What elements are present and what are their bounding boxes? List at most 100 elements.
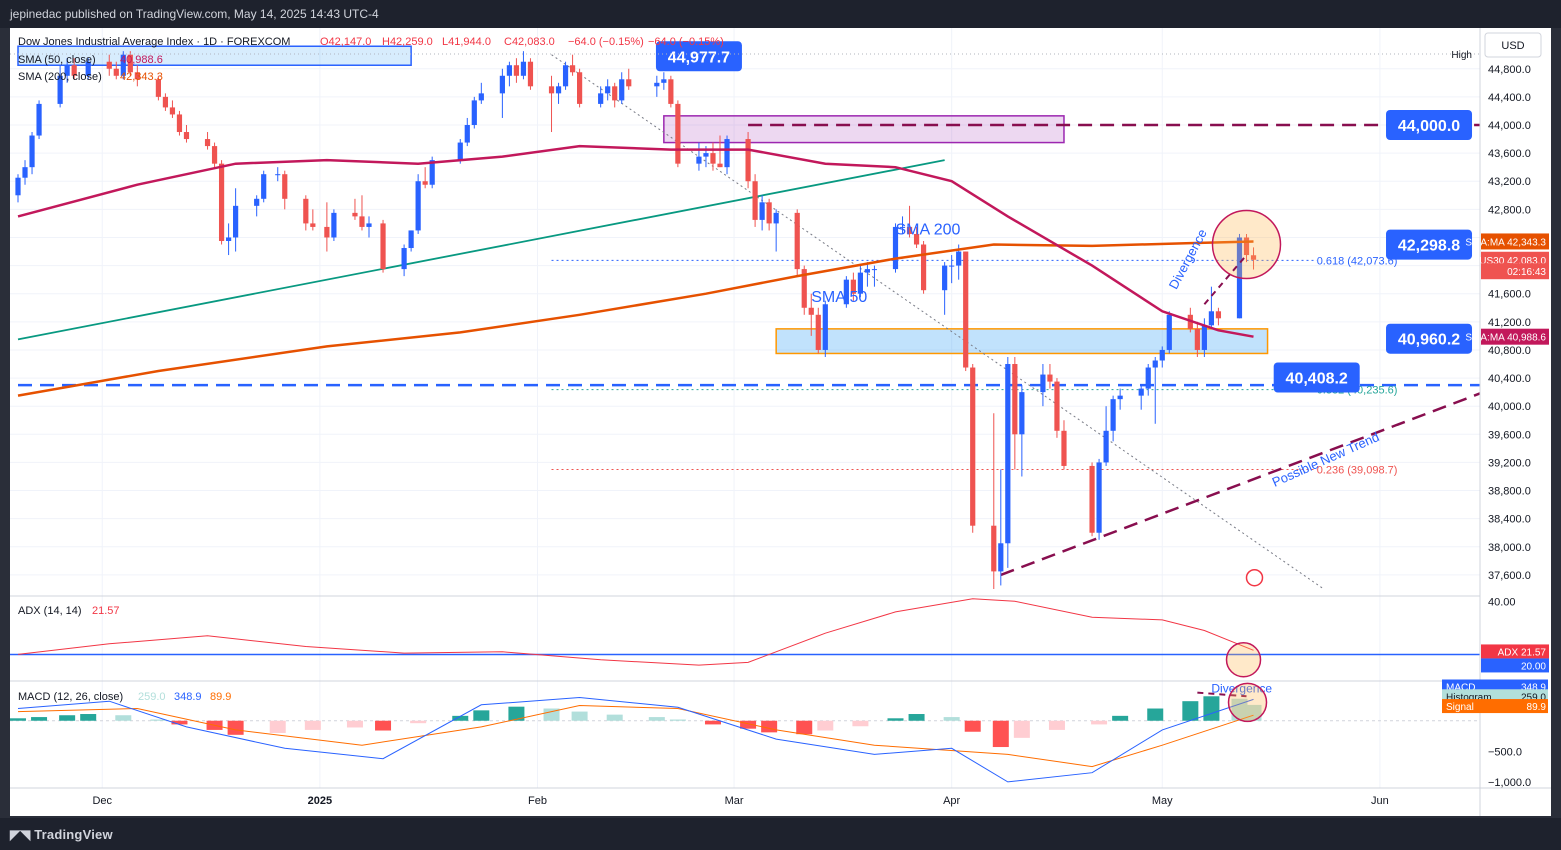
candle-body-2 — [29, 135, 35, 168]
candle-body-62 — [675, 103, 681, 164]
macd-hist-bar-13 — [410, 720, 427, 724]
sma200-text: SMA 200 — [896, 222, 961, 239]
candle-body-51 — [562, 65, 569, 87]
macd-hist-bar-17 — [543, 708, 560, 721]
legend-sma50-value: 40,988.6 — [120, 54, 163, 66]
chart-background — [10, 28, 1551, 816]
macd-legend-hist: 259.0 — [138, 691, 166, 703]
candle-body-25 — [275, 174, 281, 176]
adx-value-tag — [1481, 644, 1549, 659]
candle-body-86 — [913, 233, 920, 245]
currency-button — [1484, 32, 1542, 58]
legend-sma200-name: SMA (200, close) — [18, 71, 102, 83]
legend-layer: Dow Jones Industrial Average Index · 1D … — [18, 36, 724, 703]
macd-hist-bar-36 — [1112, 715, 1129, 721]
chart-area[interactable]: SMA 200 SMA 50 Divergence Possible New Tren… — [10, 28, 1561, 816]
macd-hist-bar-40 — [1231, 698, 1248, 721]
price-tick-8: 40,800.0 — [1488, 345, 1531, 357]
macd-hist-bar-37 — [1147, 708, 1164, 721]
macd-hist-bar-8 — [227, 720, 244, 735]
adx-legend-value: 21.57 — [92, 605, 120, 617]
macd-hist-bar-21 — [669, 719, 686, 721]
macd-tag-2 — [1442, 699, 1548, 714]
tradingview-logo: ◤◥ TradingView — [10, 827, 113, 842]
candle-body-40 — [457, 142, 463, 161]
candle-body-88 — [942, 265, 948, 291]
time-tick-1: 2025 — [308, 795, 332, 807]
candle-body-6 — [71, 65, 77, 76]
ohlc-change: −64.0 (−0.15%) — [568, 36, 644, 48]
candle-body-5 — [64, 65, 70, 76]
candle-body-26 — [282, 174, 288, 199]
candle-body-107 — [1138, 388, 1144, 396]
candle-body-87 — [920, 244, 927, 291]
candle-body-7 — [85, 61, 91, 76]
macd-hist-bar-20 — [648, 717, 665, 721]
candle-body-12 — [134, 72, 140, 80]
macd-hist-bar-4 — [115, 715, 132, 721]
candle-body-106 — [1117, 395, 1123, 400]
legend-sma200-value: 42,343.3 — [120, 71, 163, 83]
candle-body-109 — [1152, 360, 1158, 368]
highlight-circle-macd — [1227, 682, 1268, 723]
macd-tag-value-0: 348.9 — [1521, 683, 1546, 694]
macd-hist-bar-10 — [304, 720, 321, 730]
top-zone — [17, 45, 412, 66]
price-tick-18: 44,800.0 — [1488, 64, 1531, 76]
candle-body-16 — [176, 114, 183, 133]
candle-body-90 — [956, 251, 962, 266]
time-tick-2: Feb — [528, 795, 547, 807]
macd-tag-value-2: 89.9 — [1527, 702, 1547, 713]
price-tick-5: 39,600.0 — [1488, 429, 1531, 441]
candle-body-103 — [1096, 462, 1102, 533]
candle-body-102 — [1089, 465, 1095, 533]
price-tag-0 — [1481, 233, 1549, 250]
candle-body-34 — [380, 223, 386, 270]
candle-body-29 — [324, 226, 330, 238]
candle-body-105 — [1110, 399, 1116, 431]
macd-hist-bar-15 — [473, 710, 490, 721]
candle-body-115 — [1208, 311, 1214, 326]
support-zone — [775, 328, 1269, 355]
candle-body-50 — [555, 86, 562, 94]
candle-body-73 — [794, 212, 800, 270]
macd-hist-bar-25 — [796, 720, 813, 735]
candle-body-27 — [303, 198, 309, 224]
legend-sma50-name: SMA (50, close) — [18, 54, 96, 66]
time-tick-5: May — [1152, 795, 1173, 807]
candle-body-47 — [520, 61, 527, 76]
candle-body-69 — [752, 181, 758, 220]
macd-hist-bar-0 — [10, 718, 26, 721]
footer-bar: ◤◥ TradingView — [0, 818, 1561, 850]
macd-legend-signal: 89.9 — [210, 691, 231, 703]
time-tick-6: Jun — [1371, 795, 1389, 807]
time-tick-3: Mar — [725, 795, 744, 807]
candle-body-101 — [1061, 430, 1067, 466]
candle-body-18 — [204, 139, 211, 147]
price-tick-2: 38,400.0 — [1488, 514, 1531, 526]
macd-tag-name-0: MACD — [1446, 683, 1475, 694]
macd-hist-bar-18 — [571, 711, 588, 721]
chart-title: Dow Jones Industrial Average Index · 1D … — [18, 36, 290, 48]
candle-body-56 — [612, 86, 618, 101]
event-flag-icon — [1245, 568, 1264, 587]
candle-body-55 — [605, 86, 611, 94]
candle-body-91 — [963, 251, 969, 368]
candle-body-31 — [352, 212, 358, 217]
candle-body-21 — [226, 237, 232, 241]
divergence-macd-text: Divergence — [1211, 682, 1272, 696]
price-tick-13: 42,800.0 — [1488, 204, 1531, 216]
candle-body-89 — [949, 265, 955, 267]
candle-body-72 — [773, 212, 779, 224]
macd-hist-bar-30 — [943, 717, 960, 721]
candle-body-98 — [1040, 374, 1046, 393]
candle-body-24 — [261, 174, 267, 199]
candle-body-58 — [626, 79, 632, 87]
callout-text-1: 44,000.0 — [1398, 118, 1460, 135]
candle-body-100 — [1054, 381, 1060, 431]
macd-hist-bar-12 — [375, 720, 392, 731]
macd-tag-value-1: 259.0 — [1521, 692, 1546, 703]
candle-body-66 — [717, 163, 723, 168]
candle-body-23 — [254, 198, 260, 206]
